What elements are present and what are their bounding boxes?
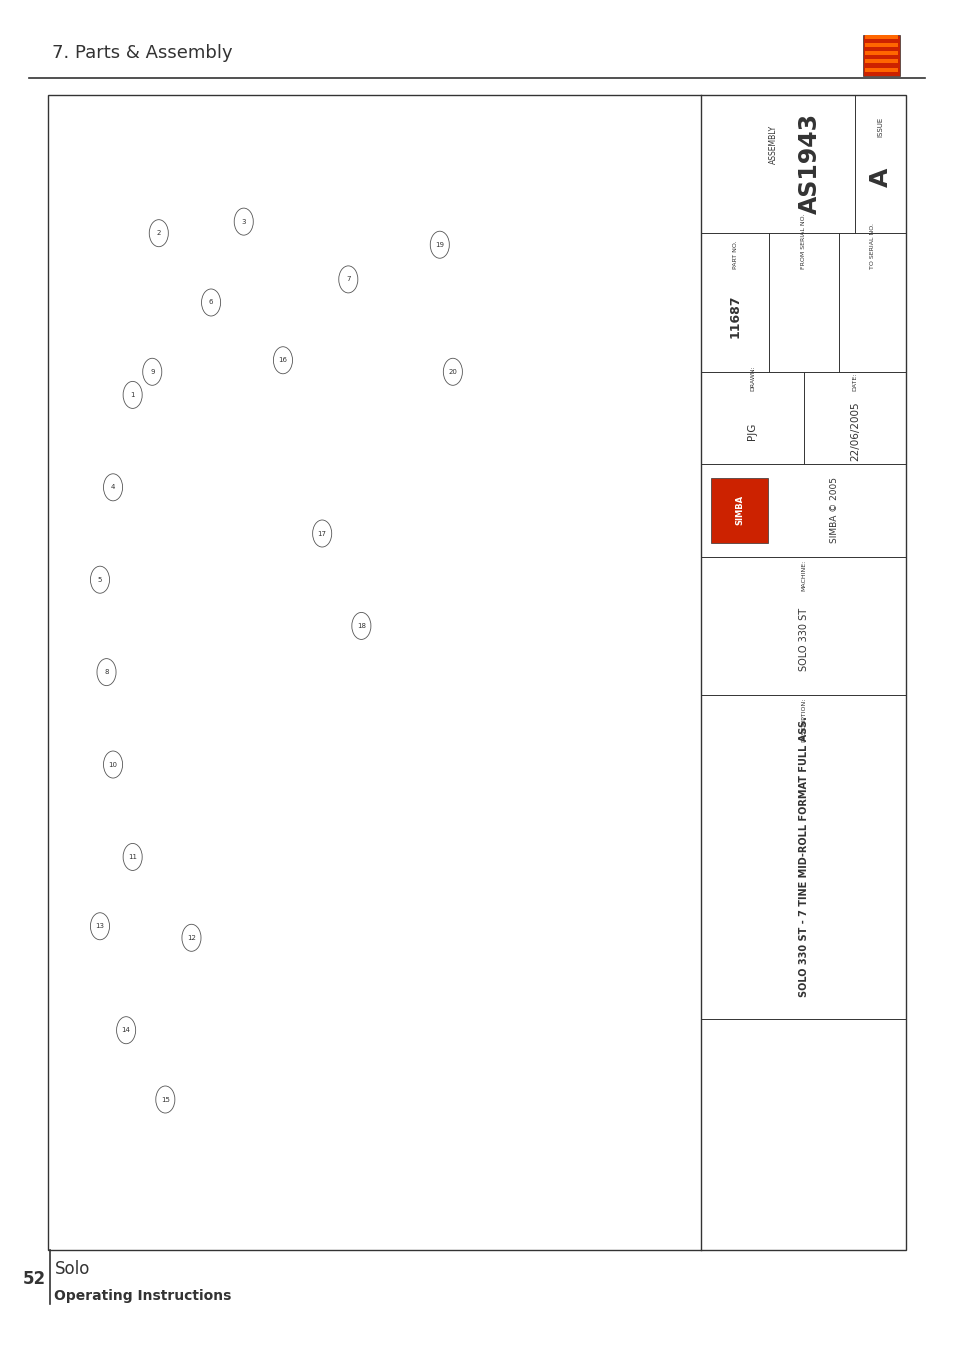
Text: 10: 10 [109,762,117,767]
Text: 7: 7 [346,277,350,282]
Text: Solo: Solo [54,1259,90,1278]
Text: FROM SERIAL NO.: FROM SERIAL NO. [801,213,805,269]
Text: MACHINE:: MACHINE: [801,559,805,590]
Text: 8: 8 [104,669,109,676]
Text: 1: 1 [131,392,134,399]
Bar [864,59,897,63]
Bar [48,95,905,1250]
Text: 4: 4 [111,484,115,490]
Text: 11: 11 [128,854,137,861]
Text: 18: 18 [356,623,366,630]
Text: 12: 12 [187,935,195,940]
Text: 22/06/2005: 22/06/2005 [849,401,859,461]
Text: ASSEMBLY: ASSEMBLY [768,124,777,163]
Text: 5: 5 [98,577,102,582]
Text: 52: 52 [23,1270,46,1289]
Bar [864,43,897,47]
Text: SOLO 330 ST - 7 TINE MID-ROLL FORMAT FULL ASS.: SOLO 330 ST - 7 TINE MID-ROLL FORMAT FUL… [798,716,808,997]
Text: 7. Parts & Assembly: 7. Parts & Assembly [52,45,233,62]
Text: TO SERIAL NO.: TO SERIAL NO. [869,223,874,269]
Text: SOLO 330 ST: SOLO 330 ST [798,608,808,671]
Text: DRAWN:: DRAWN: [749,365,754,390]
Text: SIMBA: SIMBA [734,496,743,526]
Bar [862,35,899,76]
Text: 13: 13 [95,923,105,929]
Text: ISSUE: ISSUE [877,116,882,136]
Text: 11687: 11687 [728,295,740,338]
Text: Operating Instructions: Operating Instructions [54,1289,232,1302]
Text: 19: 19 [435,242,444,247]
Text: SIMBA © 2005: SIMBA © 2005 [829,477,838,543]
Text: 14: 14 [122,1027,131,1034]
Text: 9: 9 [150,369,154,374]
Text: DESCRIPTION:: DESCRIPTION: [801,698,805,742]
Text: PART NO.: PART NO. [732,240,737,269]
Bar [710,478,767,543]
Text: DATE:: DATE: [852,373,857,390]
Bar [864,68,897,72]
Text: 2: 2 [156,230,161,236]
Text: AS1943: AS1943 [797,113,821,215]
Text: PJG: PJG [747,423,757,440]
Text: 16: 16 [278,357,287,363]
Text: 6: 6 [209,300,213,305]
Text: 3: 3 [241,219,246,224]
Text: 20: 20 [448,369,456,374]
Text: A: A [868,168,892,186]
Bar [864,51,897,55]
Bar [864,35,897,39]
Text: 15: 15 [161,1097,170,1102]
Text: 17: 17 [317,531,326,536]
